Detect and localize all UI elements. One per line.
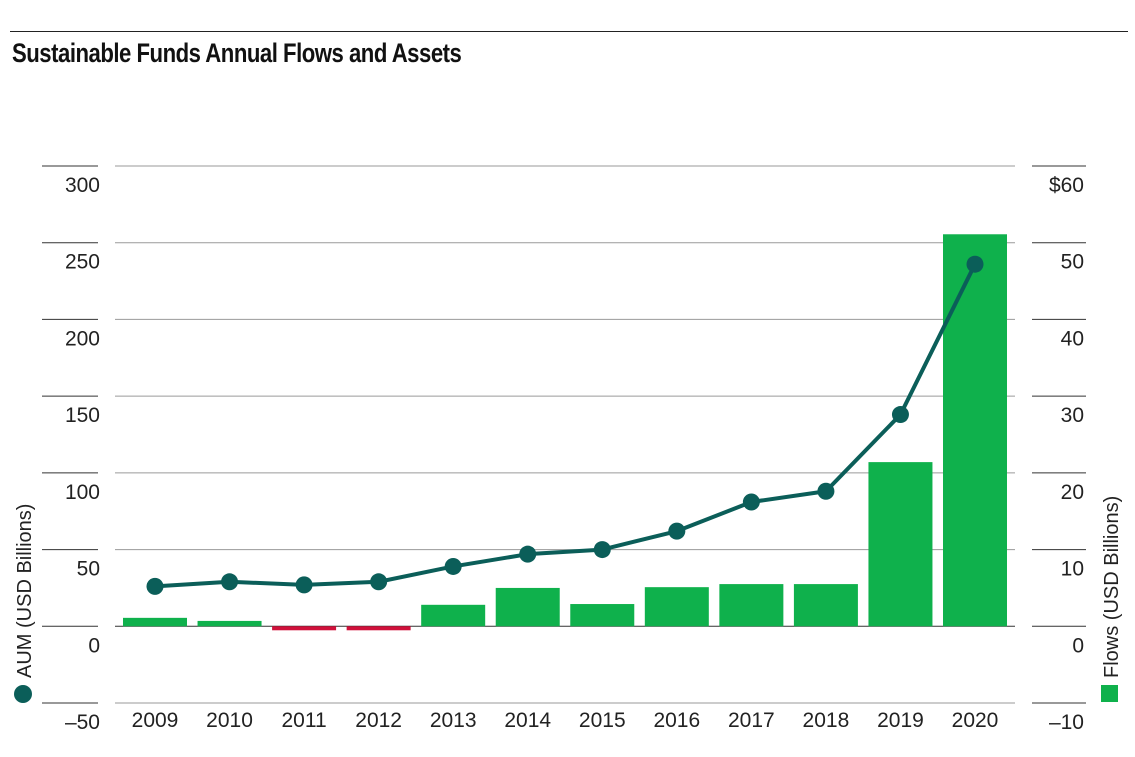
flow-bar (197, 620, 262, 627)
aum-line-series (146, 255, 984, 595)
aum-point (966, 255, 984, 273)
right-tick-label: –10 (1049, 711, 1084, 734)
flow-bar (943, 234, 1007, 627)
x-tick-label: 2013 (430, 709, 477, 732)
flow-bar (644, 587, 709, 627)
x-tick-label: 2020 (952, 709, 999, 732)
x-tick-label: 2019 (877, 709, 924, 732)
x-axis-ticks: 2009 2010 2011 2012 2013 2014 2015 2016 2017 2018… (132, 709, 999, 732)
right-tick-label: 30 (1061, 404, 1084, 427)
x-tick-label: 2016 (653, 709, 700, 732)
aum-point (444, 557, 462, 575)
right-tick-label: 50 (1061, 251, 1084, 274)
x-tick-label: 2010 (206, 709, 253, 732)
aum-point (891, 406, 909, 424)
x-tick-label: 2012 (355, 709, 402, 732)
flow-bar (421, 604, 486, 627)
top-rule (10, 31, 1128, 32)
flow-bar (346, 626, 411, 631)
chart-title: Sustainable Funds Annual Flows and Asset… (12, 38, 462, 68)
x-tick-label: 2015 (579, 709, 626, 732)
left-axis-title-group: AUM (USD Billions) (14, 504, 36, 703)
left-tick-label: –50 (65, 711, 100, 734)
left-tick-label: 200 (65, 327, 100, 350)
right-axis-ticks: –10 0 10 20 30 40 50 $60 (1049, 174, 1084, 734)
aum-point (370, 573, 388, 591)
aum-point (519, 545, 537, 563)
left-tick-label: 250 (65, 251, 100, 274)
aum-point (817, 482, 835, 500)
aum-point (593, 541, 611, 559)
left-tick-label: 150 (65, 404, 100, 427)
gridlines (42, 165, 1086, 704)
left-axis-ticks: –50 0 50 100 150 200 250 300 (65, 174, 100, 734)
flow-bar (272, 626, 337, 631)
left-tick-label: 0 (88, 634, 100, 657)
right-axis-title-group: Flows (USD Billions) (1101, 496, 1123, 702)
x-tick-label: 2017 (728, 709, 775, 732)
flow-bar (793, 584, 858, 627)
flows-legend-marker (1101, 685, 1118, 702)
right-tick-label: 0 (1072, 634, 1084, 657)
aum-point (742, 493, 760, 511)
x-tick-label: 2018 (803, 709, 850, 732)
aum-line (154, 263, 977, 589)
x-tick-label: 2014 (504, 709, 551, 732)
left-tick-label: 50 (77, 558, 100, 581)
left-tick-label: 300 (65, 174, 100, 197)
left-axis-title: AUM (USD Billions) (14, 504, 36, 678)
right-tick-label: 10 (1061, 558, 1084, 581)
left-tick-label: 100 (65, 481, 100, 504)
flow-bar (570, 604, 635, 627)
right-axis-title: Flows (USD Billions) (1101, 496, 1123, 678)
x-tick-label: 2009 (132, 709, 179, 732)
aum-point (221, 573, 239, 591)
flow-bar (868, 462, 933, 627)
flow-bar (719, 584, 784, 627)
aum-legend-marker (14, 685, 32, 703)
flow-bar (495, 587, 560, 627)
aum-point (668, 522, 686, 540)
flow-bar (123, 617, 187, 627)
right-tick-label: $60 (1049, 174, 1084, 197)
x-tick-label: 2011 (282, 709, 327, 732)
right-tick-label: 40 (1061, 327, 1084, 350)
aum-point (146, 577, 164, 595)
aum-point (295, 576, 313, 594)
flow-bars (123, 234, 1007, 631)
right-tick-label: 20 (1061, 481, 1084, 504)
